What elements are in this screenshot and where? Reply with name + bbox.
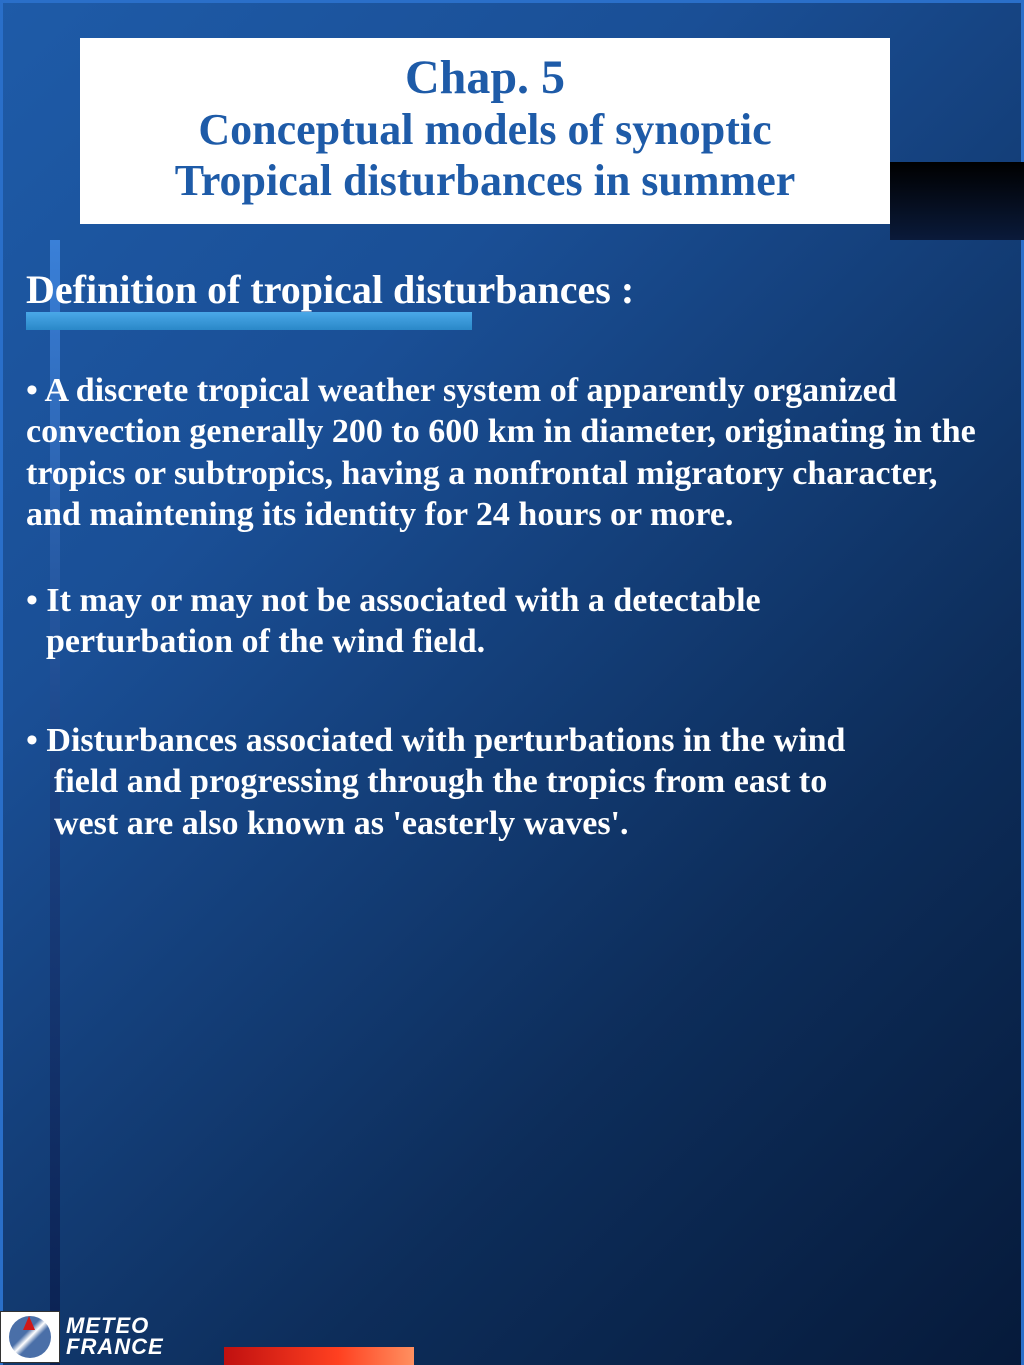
- chapter-title-line2: Tropical disturbances in summer: [110, 156, 860, 207]
- heading-underline: [26, 312, 472, 330]
- logo-arrow-icon: [23, 1316, 35, 1330]
- chapter-number: Chap. 5: [110, 50, 860, 105]
- logo-text-line2: FRANCE: [66, 1337, 164, 1358]
- decorative-dark-bar: [890, 162, 1024, 240]
- title-box: Chap. 5 Conceptual models of synoptic Tr…: [80, 38, 890, 224]
- bullet-1: • A discrete tropical weather system of …: [26, 370, 996, 536]
- section-heading: Definition of tropical disturbances :: [26, 266, 634, 313]
- bullet-2: • It may or may not be associated with a…: [26, 580, 996, 663]
- decorative-red-bar: [224, 1347, 414, 1365]
- logo-area: METEO FRANCE: [0, 1309, 164, 1365]
- bullet-2-line1: • It may or may not be associated with a…: [26, 582, 761, 619]
- bullet-2-line2: perturbation of the wind field.: [26, 621, 996, 662]
- bullet-3-line1: • Disturbances associated with perturbat…: [26, 722, 845, 759]
- meteo-france-logo-icon: [0, 1311, 60, 1363]
- bullet-3: • Disturbances associated with perturbat…: [26, 720, 996, 844]
- bullet-3-line2: field and progressing through the tropic…: [26, 761, 996, 802]
- bullet-3-line3: west are also known as 'easterly waves'.: [26, 803, 996, 844]
- chapter-title-line1: Conceptual models of synoptic: [110, 105, 860, 156]
- logo-text: METEO FRANCE: [66, 1316, 164, 1358]
